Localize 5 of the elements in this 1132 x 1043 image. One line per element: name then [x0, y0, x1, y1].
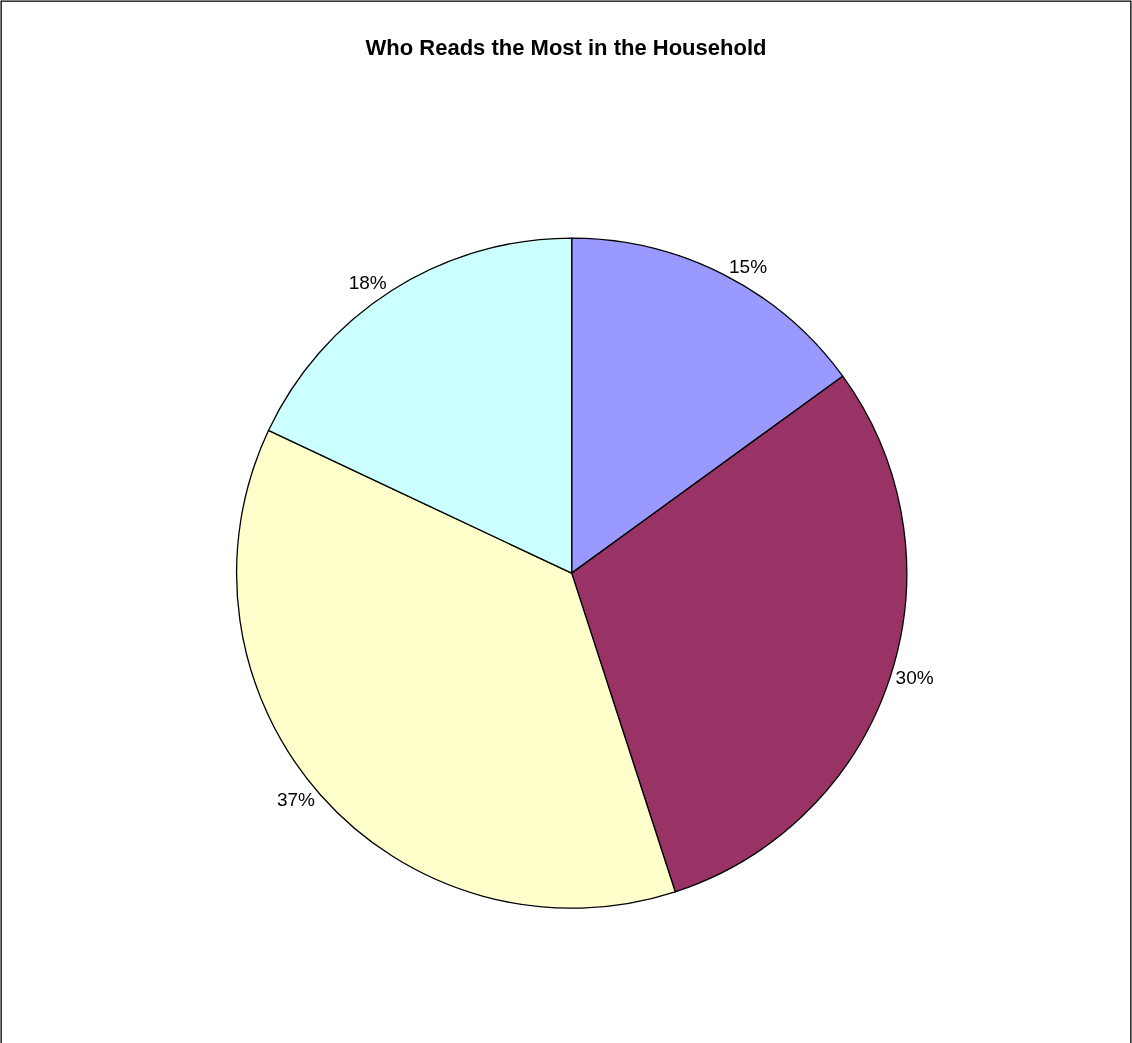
chart-title: Who Reads the Most in the Household: [365, 34, 767, 60]
data-label: 30%: [895, 667, 934, 689]
data-label: 37%: [276, 788, 316, 810]
data-label: 18%: [348, 272, 387, 294]
data-label: 15%: [729, 255, 768, 277]
